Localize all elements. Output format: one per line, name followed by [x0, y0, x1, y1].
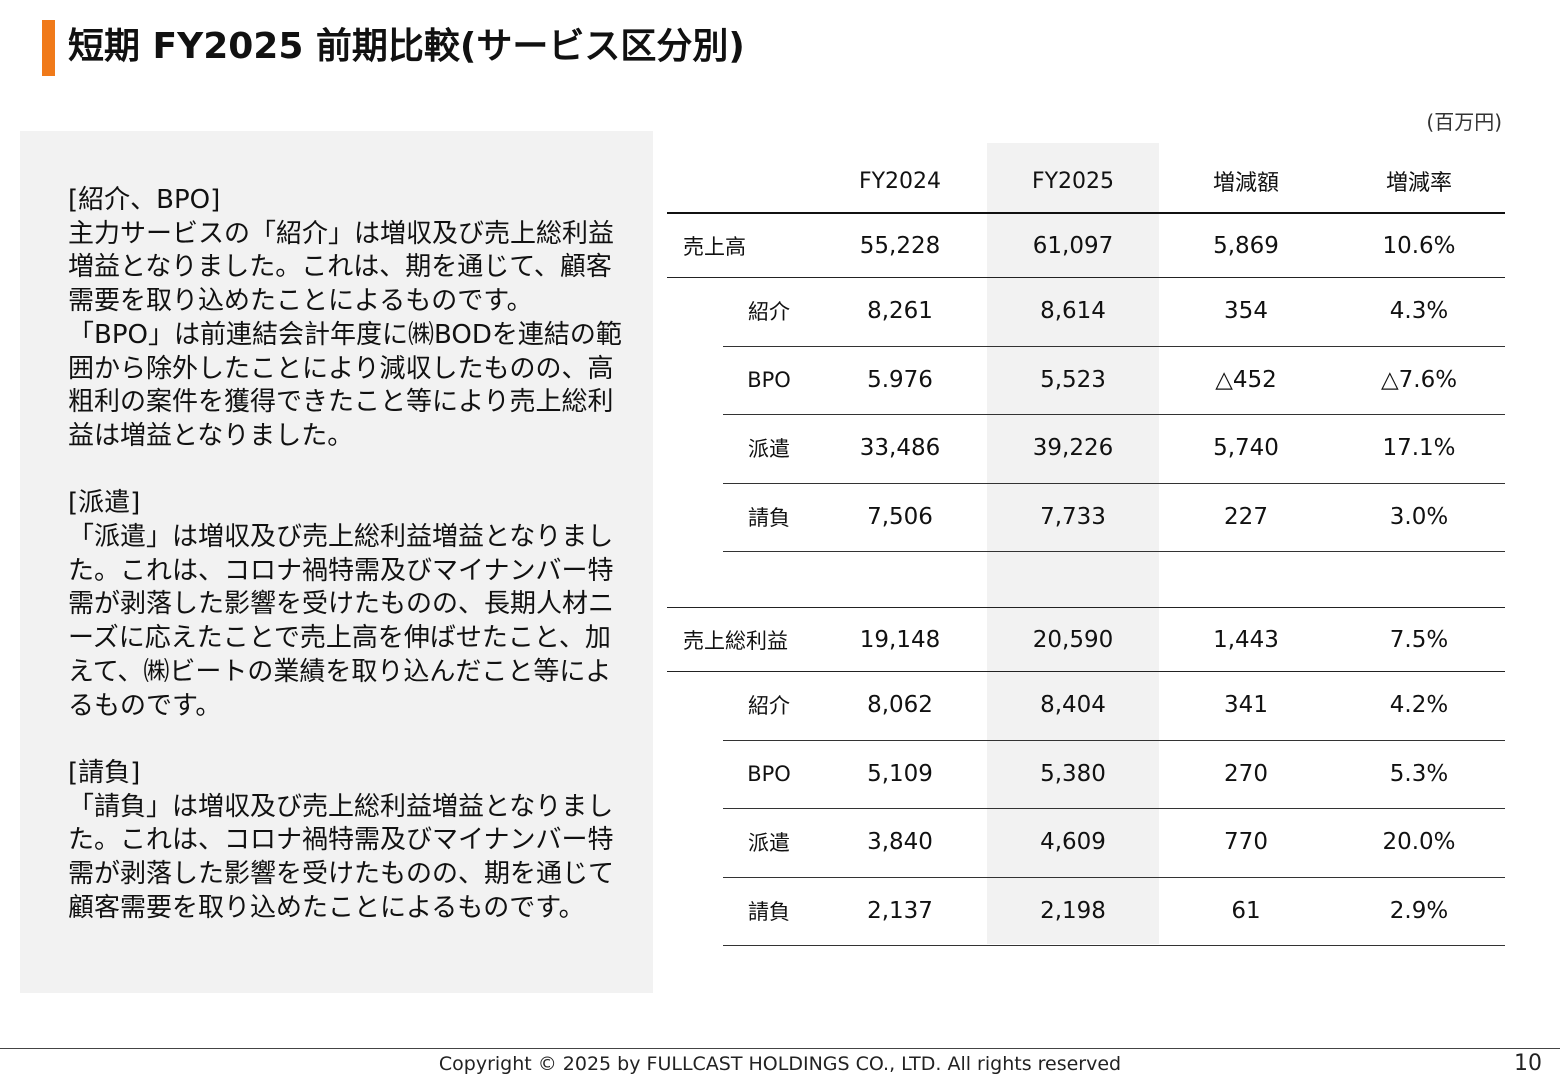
footer-divider: [0, 1048, 1560, 1049]
table-cell: 5.976: [867, 366, 933, 393]
table-cell: 39,226: [1032, 435, 1114, 462]
table-cell: △452: [1215, 366, 1277, 393]
table-cell: 20,590: [1032, 626, 1114, 653]
table-cell: 5,523: [1040, 366, 1106, 393]
table-cell: 5.3%: [1389, 760, 1449, 787]
table-cell: 5,109: [867, 760, 933, 787]
commentary-text: [紹介、BPO] 主力サービスの「紹介」は増収及び売上総利益増益となりました。これ…: [68, 184, 628, 925]
table-cell: 7.5%: [1389, 626, 1449, 653]
paragraph-gap: [68, 454, 628, 488]
table-row: 売上高 55,228 61,097 5,869 10.6%: [667, 214, 1505, 277]
table-cell: 341: [1224, 692, 1268, 719]
table-cell: 7,506: [867, 503, 933, 530]
table-rule: [723, 877, 1505, 878]
table-cell: 61,097: [1032, 232, 1114, 259]
table-cell: FY2024: [858, 168, 942, 194]
table-cell: 33,486: [859, 435, 941, 462]
row-label: 派遣: [748, 437, 790, 462]
table-cell: 8,062: [867, 692, 933, 719]
row-label: 売上総利益: [683, 628, 788, 653]
table-cell: 3,840: [867, 829, 933, 856]
table-cell: 5,869: [1213, 232, 1279, 259]
table-cell: FY2025: [1031, 168, 1115, 194]
table-cell: 8,614: [1040, 298, 1106, 325]
table-cell: 4.3%: [1389, 298, 1449, 325]
table-cell: 4,609: [1040, 829, 1106, 856]
table-row: 売上総利益 19,148 20,590 1,443 7.5%: [667, 608, 1505, 671]
table-cell: 8,261: [867, 298, 933, 325]
table-cell: 増減率: [1385, 171, 1452, 196]
title-accent-bar: [42, 20, 55, 76]
copyright: Copyright © 2025 by FULLCAST HOLDINGS CO…: [438, 1053, 1122, 1075]
paragraph: 「請負」は増収及び売上総利益増益となりました。これは、コロナ禍特需及びマイナンバ…: [68, 791, 615, 923]
table-cell: 17.1%: [1382, 435, 1456, 462]
table-row: 派遣 3,840 4,609 770 20.0%: [667, 808, 1505, 877]
table-cell: 10.6%: [1382, 232, 1456, 259]
table-rule: [723, 414, 1505, 415]
row-label: [667, 143, 833, 219]
table-cell: 8,404: [1040, 692, 1106, 719]
table-rule: [667, 212, 1505, 214]
page-number: 10: [1514, 1051, 1542, 1076]
table-row: FY2024 FY2025 増減額 増減率: [667, 143, 1505, 219]
table-cell: 55,228: [859, 232, 941, 259]
table-rule: [723, 551, 1505, 552]
table-cell: 20.0%: [1382, 829, 1456, 856]
section-heading: [請負]: [68, 757, 141, 788]
table-cell: 227: [1224, 503, 1268, 530]
table-cell: 3.0%: [1389, 503, 1449, 530]
table-cell: 7,733: [1040, 503, 1106, 530]
table-row: BPO 5.976 5,523 △452 △7.6%: [667, 346, 1505, 415]
table-cell: 270: [1224, 760, 1268, 787]
table-row: 請負 7,506 7,733 227 3.0%: [667, 483, 1505, 552]
paragraph-gap: [68, 723, 628, 757]
row-label: BPO: [747, 367, 791, 392]
section-heading: [派遣]: [68, 488, 141, 519]
section-heading: [紹介、BPO]: [68, 185, 221, 215]
table-cell: 2.9%: [1389, 897, 1449, 924]
table-rule: [723, 808, 1505, 809]
row-label: 請負: [748, 899, 790, 924]
table-rule: [723, 945, 1505, 946]
table-rule: [723, 483, 1505, 484]
row-label: 紹介: [748, 300, 790, 325]
table-cell: 増減額: [1212, 171, 1279, 196]
commentary-panel: [20, 131, 653, 993]
table-cell: 2,137: [867, 897, 933, 924]
row-label: 派遣: [748, 831, 790, 856]
table-row: BPO 5,109 5,380 270 5.3%: [667, 740, 1505, 809]
table-rule: [667, 607, 1505, 608]
table-cell: 1,443: [1213, 626, 1279, 653]
paragraph: 「BPO」は前連結会計年度に㈱BODを連結の範囲から除外したことにより減収したも…: [68, 319, 622, 451]
table-row: 紹介 8,062 8,404 341 4.2%: [667, 671, 1505, 740]
table-cell: 354: [1224, 298, 1268, 325]
row-label: 請負: [748, 505, 790, 530]
table-cell: 5,740: [1213, 435, 1279, 462]
table-cell: 5,380: [1040, 760, 1106, 787]
table-row: 請負 2,137 2,198 61 2.9%: [667, 877, 1505, 946]
fy2025-column-highlight: [987, 143, 1159, 944]
paragraph: 主力サービスの「紹介」は増収及び売上総利益増益となりました。これは、期を通じて、…: [68, 218, 615, 317]
table-cell: 4.2%: [1389, 692, 1449, 719]
table-rule: [667, 671, 1505, 672]
table-cell: 2,198: [1040, 897, 1106, 924]
unit-label: (百万円): [1426, 110, 1502, 134]
table-row: 派遣 33,486 39,226 5,740 17.1%: [667, 414, 1505, 483]
row-label: BPO: [747, 761, 791, 786]
table-cell: 61: [1231, 897, 1261, 924]
table-cell: △7.6%: [1380, 366, 1458, 393]
table-rule: [723, 740, 1505, 741]
table-cell: 770: [1224, 829, 1268, 856]
table-row: 紹介 8,261 8,614 354 4.3%: [667, 277, 1505, 346]
paragraph: 「派遣」は増収及び売上総利益増益となりました。これは、コロナ禍特需及びマイナンバ…: [68, 522, 615, 721]
table-rule: [667, 277, 1505, 278]
table-cell: 19,148: [859, 626, 941, 653]
page-title: 短期 FY2025 前期比較(サービス区分別): [68, 26, 745, 67]
row-label: 紹介: [748, 694, 790, 719]
row-label: 売上高: [683, 234, 746, 259]
table-rule: [723, 346, 1505, 347]
